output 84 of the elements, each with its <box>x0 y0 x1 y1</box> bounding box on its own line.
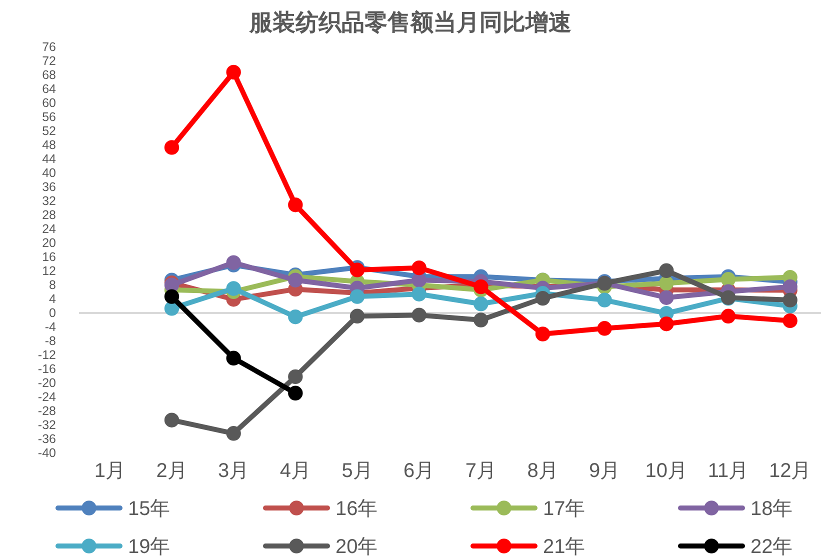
point <box>288 386 303 400</box>
y-tick-label: 4 <box>49 292 56 306</box>
y-tick-label: 24 <box>42 222 56 236</box>
x-tick-label: 10月 <box>645 460 688 482</box>
y-tick-label: -4 <box>44 320 56 334</box>
x-tick-label: 6月 <box>404 460 435 482</box>
y-tick-label: 36 <box>42 180 56 194</box>
x-tick-label: 4月 <box>280 460 311 482</box>
point <box>597 321 612 336</box>
point <box>659 276 674 291</box>
point <box>412 260 426 276</box>
y-tick-label: -24 <box>38 390 56 404</box>
legend-label: 15年 <box>128 498 170 520</box>
point <box>164 412 180 428</box>
point <box>226 350 241 366</box>
x-tick-label: 5月 <box>342 460 373 482</box>
point <box>288 198 303 212</box>
y-tick-label: 12 <box>42 264 56 278</box>
point <box>412 272 426 288</box>
x-tick-label: 11月 <box>708 460 749 482</box>
y-tick-label: 64 <box>42 82 56 96</box>
x-tick-label: 3月 <box>218 460 250 482</box>
y-tick-label: 60 <box>42 96 56 110</box>
y-tick-label: 20 <box>42 236 56 250</box>
y-tick-label: -32 <box>38 418 56 432</box>
point <box>350 289 365 304</box>
point <box>164 140 180 155</box>
point <box>288 272 303 288</box>
point <box>535 326 550 342</box>
x-tick-label: 2月 <box>156 460 188 482</box>
point <box>659 316 674 332</box>
y-tick-label: 48 <box>42 138 56 152</box>
y-tick-label: 40 <box>42 166 56 180</box>
y-tick-label: -8 <box>44 334 56 348</box>
legend-label: 22年 <box>750 536 793 558</box>
x-tick-label: 9月 <box>589 460 620 482</box>
point <box>474 312 488 328</box>
point <box>720 308 736 324</box>
point <box>288 369 303 384</box>
y-tick-label: 52 <box>42 124 56 138</box>
legend-label: 19年 <box>128 536 170 558</box>
y-tick-label: 28 <box>42 208 56 222</box>
y-tick-label: 0 <box>49 306 56 320</box>
chart-title: 服装纺织品零售额当月同比增速 <box>248 9 572 35</box>
point <box>782 292 798 308</box>
legend-label: 16年 <box>336 498 378 520</box>
y-tick-label: 56 <box>42 110 56 124</box>
point <box>350 308 365 324</box>
y-tick-label: -12 <box>38 348 56 362</box>
legend-label: 17年 <box>543 498 586 520</box>
legend-label: 18年 <box>750 498 793 520</box>
point <box>288 310 303 324</box>
y-tick-label: 68 <box>42 68 56 82</box>
point <box>226 64 241 80</box>
x-tick-label: 12月 <box>768 460 812 482</box>
point <box>535 290 550 306</box>
y-tick-label: -36 <box>38 432 56 446</box>
y-tick-label: -28 <box>38 404 56 418</box>
y-tick-label: 8 <box>49 278 56 292</box>
point <box>226 426 241 441</box>
point <box>474 296 488 312</box>
legend-label: 20年 <box>336 536 378 558</box>
x-tick-label: 1月 <box>94 460 126 482</box>
point <box>720 272 736 287</box>
point <box>597 292 612 308</box>
point <box>782 279 798 294</box>
x-tick-label: 7月 <box>465 460 496 482</box>
y-tick-label: -20 <box>38 376 56 390</box>
point <box>412 308 426 322</box>
y-tick-label: 76 <box>42 40 56 54</box>
y-tick-label: 72 <box>42 54 56 68</box>
y-tick-label: -16 <box>38 362 56 376</box>
point <box>164 289 180 304</box>
point <box>782 313 798 328</box>
y-tick-label: -40 <box>38 446 56 460</box>
point <box>659 290 674 305</box>
x-tick-label: 8月 <box>527 460 558 482</box>
legend-label: 21年 <box>543 536 586 558</box>
point <box>412 286 426 302</box>
point <box>226 281 241 296</box>
y-tick-label: 44 <box>42 152 56 166</box>
point <box>659 263 674 278</box>
y-tick-label: 16 <box>42 250 56 264</box>
y-tick-label: 32 <box>42 194 56 208</box>
